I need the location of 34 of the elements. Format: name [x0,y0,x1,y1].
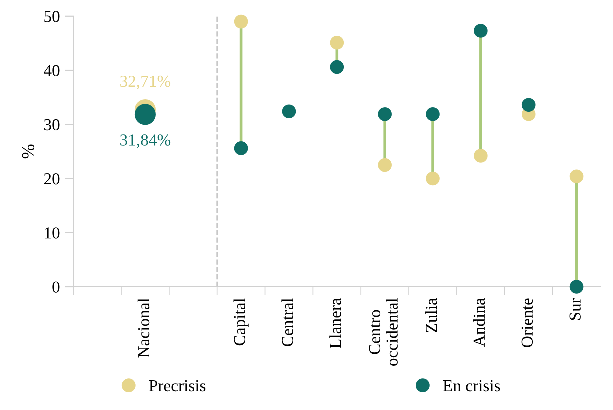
y-axis-title: % [22,144,35,159]
point [330,36,344,50]
legend-label: Precrisis [149,380,206,392]
point [474,24,488,38]
point [570,280,584,294]
x-tick-label: Centro occidental [369,298,398,366]
y-tick-label: 50 [44,11,60,22]
x-tick-label: Nacional [138,298,150,358]
x-tick-label: Llanera [330,298,342,349]
x-tick-label: Central [282,298,294,346]
x-tick-label: Sur [570,298,581,320]
point [234,14,248,29]
x-tick-label: Capital [234,298,249,346]
point [282,104,296,119]
legend-label: En crisis [443,380,500,392]
point [378,107,392,122]
point [426,172,440,186]
point [426,107,440,122]
point [570,170,584,184]
x-tick-label: Andina [473,298,486,348]
y-tick-label: 20 [44,173,60,185]
y-tick-label: 30 [44,119,60,131]
y-tick-label: 40 [44,65,60,76]
point [330,60,344,74]
data-label: 31,84% [120,134,171,148]
point [522,98,536,112]
point [378,158,392,172]
x-tick-label: Oriente [522,298,534,348]
y-tick-label: 10 [45,228,60,239]
data-label: 32,71% [120,76,171,90]
point [474,149,488,163]
x-tick-label: Zulia [425,298,438,332]
point [234,142,248,156]
y-tick-label: 0 [52,282,60,293]
